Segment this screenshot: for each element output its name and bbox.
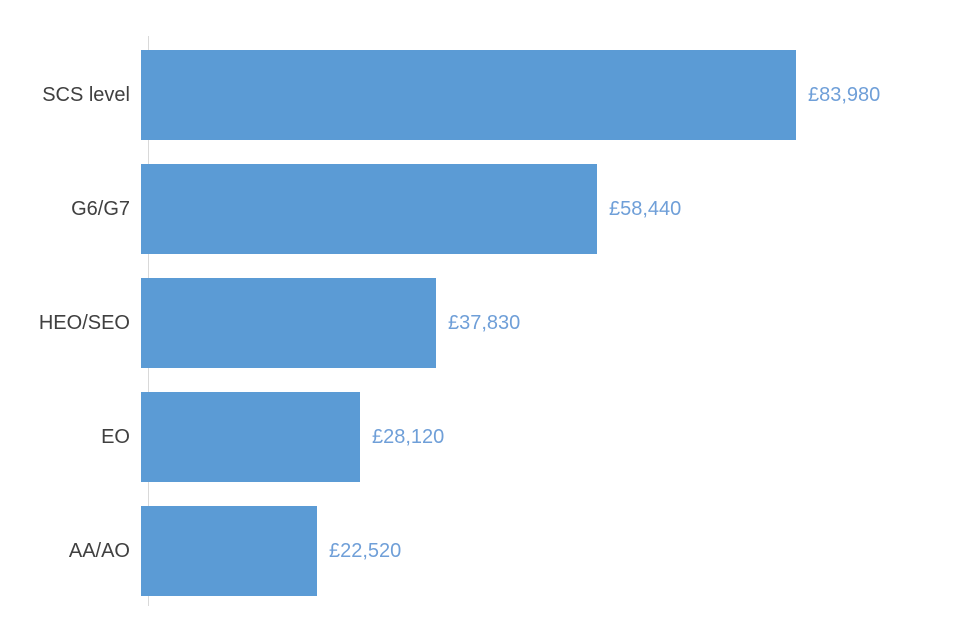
bar (141, 50, 796, 140)
bar (141, 164, 597, 254)
chart-row: EO £28,120 (0, 392, 960, 482)
category-label: G6/G7 (71, 197, 130, 220)
value-label: £37,830 (448, 311, 521, 334)
chart-row: SCS level £83,980 (0, 50, 960, 140)
value-label: £83,980 (808, 83, 881, 106)
bar-area: £58,440 (140, 164, 960, 254)
chart-row: HEO/SEO £37,830 (0, 278, 960, 368)
bar (141, 278, 436, 368)
chart-row: G6/G7 £58,440 (0, 164, 960, 254)
bar (141, 392, 360, 482)
category-label: HEO/SEO (38, 311, 130, 334)
category-label: AA/AO (68, 539, 130, 562)
category-label: EO (101, 425, 130, 448)
chart-row: AA/AO £22,520 (0, 506, 960, 596)
bar-area: £37,830 (140, 278, 960, 368)
value-label: £58,440 (609, 197, 682, 220)
category-label: SCS level (42, 83, 130, 106)
value-label: £22,520 (329, 539, 402, 562)
value-label: £28,120 (372, 425, 445, 448)
bar-area: £22,520 (140, 506, 960, 596)
bar (141, 506, 317, 596)
bar-area: £28,120 (140, 392, 960, 482)
bar-rows: SCS level £83,980 G6/G7 £58,440 HEO/SEO £37,8… (0, 50, 960, 596)
bar-area: £83,980 (140, 50, 960, 140)
